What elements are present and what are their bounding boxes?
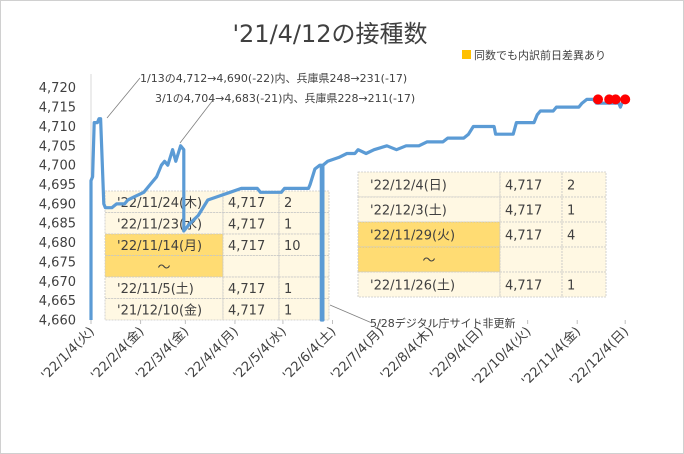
highlight-marker	[620, 94, 631, 105]
table-right-cell-text: '22/12/4(日)	[370, 179, 447, 194]
table-right-cell-text: 2	[567, 179, 575, 194]
table-left-cell-text: 1	[284, 282, 292, 297]
table-right-cell-text: 4,717	[505, 204, 542, 219]
legend-swatch	[462, 50, 471, 59]
table-right-cell	[499, 246, 563, 273]
legend-label: 同数でも内訳前日差異あり	[474, 48, 606, 62]
highlight-marker	[593, 94, 604, 105]
annotations: 1/13の4,712→4,690(-22)内、兵庫県248→231(-17) 3…	[106, 71, 515, 330]
table-right-cell-text: 1	[567, 204, 575, 219]
table-left-cell-text: 2	[284, 196, 292, 211]
table-left-cell	[104, 298, 224, 321]
table-right-cell-text: 1	[567, 279, 575, 294]
note3: 5/28デジタル庁サイト非更新	[370, 316, 515, 330]
y-tick-label: 4,690	[39, 197, 76, 212]
note1-leader	[106, 77, 141, 119]
table-right-cell-text: 4	[567, 229, 575, 244]
table-left-cell	[222, 255, 280, 278]
highlight-marker	[610, 94, 621, 105]
y-tick-label: 4,660	[39, 314, 76, 329]
note1: 1/13の4,712→4,690(-22)内、兵庫県248→231(-17)	[140, 71, 407, 85]
series-line	[89, 97, 627, 322]
table-right-cell-text: 4,717	[505, 229, 542, 244]
y-tick-label: 4,670	[39, 275, 76, 290]
table-right-cell-text: '22/11/26(土)	[370, 279, 455, 294]
table-left-cell-text: 1	[284, 303, 292, 318]
y-tick-label: 4,715	[39, 101, 76, 116]
legend: 同数でも内訳前日差異あり	[462, 48, 606, 62]
table-right-cell	[499, 171, 563, 198]
y-tick-label: 4,685	[39, 217, 76, 232]
x-axis: '22/1/4(火)'22/2/4(金)'22/3/4(金)'22/4/4(月)…	[39, 320, 632, 389]
table-right-cell	[357, 196, 501, 223]
table-right-cell	[357, 271, 501, 298]
y-tick-label: 4,695	[39, 178, 76, 193]
table-right-cell	[561, 171, 607, 198]
table-right-cell	[561, 271, 607, 298]
marker-layer	[593, 94, 631, 105]
table-left-cell-text: 4,717	[228, 217, 265, 232]
y-tick-label: 4,675	[39, 255, 76, 270]
note2-leader	[179, 99, 214, 144]
table-right-cell	[357, 171, 501, 198]
series-layer	[89, 97, 627, 322]
table-left: '22/11/24(木) 4,717 2 '22/11/23(水) 4,717 1 '22/…	[104, 190, 330, 321]
y-tick-label: 4,720	[39, 81, 76, 96]
table-right-cell-text: 〜	[422, 254, 435, 269]
table-left-cell-text: '22/11/24(木)	[117, 196, 202, 211]
table-left-cell-text: 4,717	[228, 282, 265, 297]
table-left-cell-text: 10	[284, 239, 301, 254]
table-left-cell-text: '22/11/23(水)	[117, 217, 202, 232]
table-right-cell	[357, 221, 501, 248]
y-tick-label: 4,710	[39, 120, 76, 135]
table-left-cell-text: '22/11/5(土)	[117, 282, 194, 297]
table-left-cell-text: 1	[284, 217, 292, 232]
table-right-cell	[561, 196, 607, 223]
note2: 3/1の4,704→4,683(-21)内、兵庫県228→211(-17)	[155, 91, 415, 105]
table-left-cell-text: 〜	[157, 260, 170, 275]
y-axis: 4,660 4,665 4,670 4,675 4,680 4,685 4,690 4,695…	[39, 81, 76, 328]
table-right-cell-text: '22/12/3(土)	[370, 204, 447, 219]
table-left-cell-text: 4,717	[228, 196, 265, 211]
table-left-cell-text: '21/12/10(金)	[117, 302, 202, 318]
y-tick-label: 4,705	[39, 139, 76, 154]
table-left-cell-text: 4,717	[228, 303, 265, 318]
table-right-cell-text: '22/11/29(火)	[370, 229, 455, 244]
table-right-cell	[561, 246, 607, 273]
note3-leader	[329, 304, 373, 324]
table-left-cell	[278, 298, 330, 321]
chart-title: '21/4/12の接種数	[232, 20, 427, 48]
y-tick-label: 4,700	[39, 159, 76, 174]
table-right-cell	[499, 196, 563, 223]
table-right: '22/12/4(日) 4,717 2 '22/12/3(土) 4,717 1 '22/11…	[357, 171, 607, 298]
table-left-cell-text: '22/11/14(月)	[117, 239, 202, 254]
table-right-cell-text: 4,717	[505, 179, 542, 194]
y-tick-label: 4,680	[39, 236, 76, 251]
table-right-cell	[499, 271, 563, 298]
table-right-cell-text: 4,717	[505, 279, 542, 294]
y-tick-label: 4,665	[39, 294, 76, 309]
table-left-cell-text: 4,717	[228, 239, 265, 254]
